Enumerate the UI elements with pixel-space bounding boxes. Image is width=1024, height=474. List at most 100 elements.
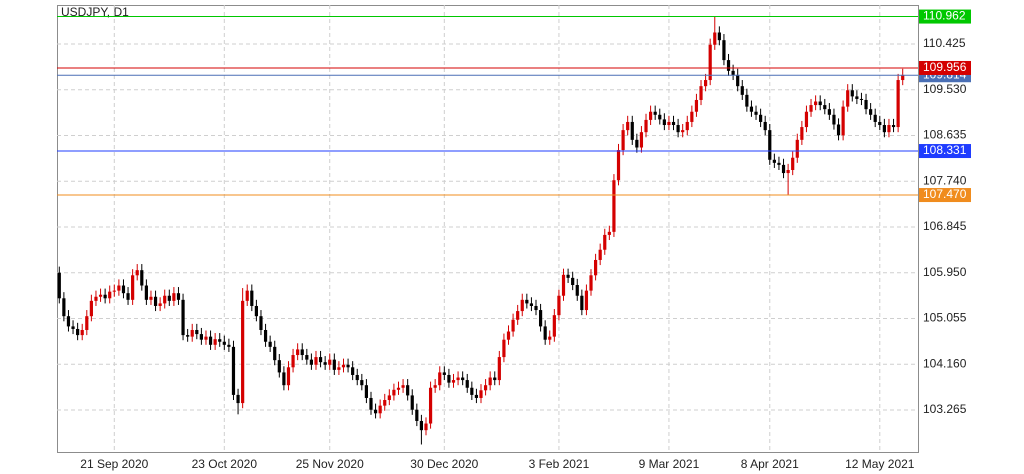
- candle-body: [396, 387, 401, 390]
- candle-body: [259, 316, 263, 330]
- candle-body: [699, 86, 703, 100]
- candle-body: [823, 105, 827, 110]
- x-tick-label: 21 Sep 2020: [80, 457, 148, 471]
- candle-body: [424, 423, 428, 431]
- y-tick-label: 107.740: [923, 173, 967, 187]
- candle-body: [676, 125, 680, 133]
- price-label-box: [919, 60, 971, 75]
- price-label-box: [919, 144, 971, 159]
- candle-body: [167, 295, 171, 301]
- candle-body: [740, 86, 744, 95]
- candle-body: [305, 355, 309, 360]
- candle-body: [896, 80, 900, 128]
- candle-body: [827, 109, 831, 115]
- candle-body: [373, 409, 378, 414]
- candle-body: [731, 70, 735, 75]
- candle-body: [649, 111, 653, 120]
- candle-body: [529, 303, 534, 306]
- candle-body: [332, 359, 336, 370]
- candle-body: [419, 420, 424, 431]
- candle-body: [383, 400, 387, 406]
- candle-body: [323, 362, 327, 365]
- candle-body: [520, 299, 524, 312]
- candle-body: [543, 326, 547, 340]
- candle-body: [263, 329, 268, 342]
- candle-body: [575, 285, 579, 296]
- candle-body: [190, 329, 194, 337]
- candle-body: [571, 277, 575, 286]
- candle-body: [57, 272, 61, 299]
- candle-body: [268, 341, 272, 347]
- candle-body: [126, 293, 130, 300]
- candle-body: [616, 150, 621, 181]
- candle-body: [108, 291, 112, 299]
- candle-body: [250, 290, 254, 306]
- candle-body: [511, 319, 515, 332]
- candle-body: [140, 270, 144, 286]
- candle-body: [869, 109, 873, 115]
- candle-body: [360, 380, 364, 386]
- candle-body: [653, 111, 657, 115]
- candle-body: [369, 397, 373, 410]
- candle-body: [818, 101, 822, 106]
- candle-body: [103, 294, 107, 299]
- candle-body: [662, 119, 666, 126]
- candle-body: [98, 294, 103, 297]
- x-tick-label: 23 Oct 2020: [192, 457, 258, 471]
- candle-body: [89, 300, 93, 317]
- candle-body: [474, 394, 479, 398]
- x-tick-label: 12 May 2021: [845, 457, 915, 471]
- candle-body: [465, 380, 469, 388]
- candle-body: [626, 121, 630, 131]
- candle-body: [410, 395, 414, 410]
- candle-body: [392, 389, 396, 396]
- candle-body: [218, 339, 222, 342]
- candle-body: [781, 164, 786, 174]
- candle-body: [62, 298, 66, 317]
- candle-body: [483, 385, 488, 391]
- x-tick-label: 25 Nov 2020: [296, 457, 364, 471]
- candle-body: [846, 90, 850, 107]
- candle-body: [804, 111, 809, 128]
- candle-body: [589, 275, 593, 291]
- candle-body: [726, 60, 731, 71]
- candle-body: [694, 99, 699, 112]
- candle-body: [534, 305, 538, 311]
- y-tick-label: 109.530: [923, 82, 967, 96]
- candle-body: [309, 359, 313, 365]
- candle-body: [351, 367, 355, 375]
- candle-body: [121, 285, 126, 294]
- candle-body: [337, 367, 341, 370]
- candle-body: [300, 349, 304, 356]
- candle-body: [717, 32, 721, 41]
- candle-body: [158, 303, 162, 306]
- candle-body: [768, 130, 772, 160]
- candle-body: [690, 111, 694, 122]
- y-tick-label: 105.950: [923, 265, 967, 279]
- y-tick-label: 108.635: [923, 128, 967, 142]
- candle-body: [736, 74, 740, 87]
- candle-body: [791, 157, 795, 170]
- candle-body: [882, 125, 886, 133]
- candle-body: [282, 372, 286, 386]
- candle-body: [772, 159, 776, 163]
- candle-body: [667, 121, 671, 126]
- candle-body: [153, 296, 158, 306]
- candle-body: [621, 130, 625, 151]
- candle-body: [850, 90, 854, 97]
- candle-body: [85, 316, 89, 330]
- candle-body: [355, 374, 359, 381]
- candle-body: [479, 390, 483, 398]
- candle-body: [80, 329, 84, 336]
- price-label: 109.956: [923, 60, 967, 74]
- candle-body: [749, 106, 754, 112]
- candle-body: [493, 377, 497, 381]
- candle-body: [66, 316, 71, 327]
- candle-body: [635, 139, 639, 148]
- candle-body: [873, 114, 877, 122]
- candle-body: [470, 387, 474, 395]
- price-label-box: [919, 9, 971, 24]
- candle-body: [836, 124, 841, 136]
